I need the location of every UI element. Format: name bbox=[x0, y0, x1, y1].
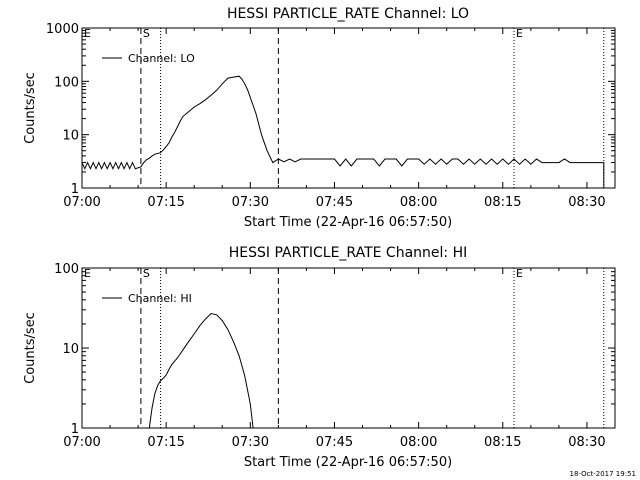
chart-hi: HESSI PARTICLE_RATE Channel: HI E S E 07:0… bbox=[23, 245, 616, 470]
chart-hi-legend-label: Channel: HI bbox=[128, 292, 192, 305]
chart-hi-tick-labels: 07:00 07:15 07:30 07:45 08:00 08:15 08:30 1 10 10… bbox=[54, 262, 606, 450]
chart-lo-series-line bbox=[81, 75, 605, 188]
x-tick-label: 07:15 bbox=[147, 195, 184, 210]
y-tick-label: 1 bbox=[71, 422, 79, 437]
chart-hi-axes bbox=[81, 267, 616, 429]
y-tick-label: 100 bbox=[54, 75, 79, 90]
chart-hi-xlabel: Start Time (22-Apr-16 06:57:50) bbox=[244, 455, 452, 470]
y-tick-label: 100 bbox=[54, 262, 79, 277]
x-tick-label: 08:00 bbox=[400, 195, 437, 210]
y-tick-label: 1 bbox=[71, 182, 79, 197]
chart-lo-axes bbox=[81, 27, 616, 189]
x-tick-label: 08:15 bbox=[484, 435, 521, 450]
chart-lo-ylabel: Counts/sec bbox=[23, 72, 38, 144]
x-tick-label: 07:45 bbox=[316, 435, 353, 450]
x-tick-label: 07:45 bbox=[316, 195, 353, 210]
x-tick-label: 08:30 bbox=[568, 195, 605, 210]
x-tick-label: 08:15 bbox=[484, 195, 521, 210]
y-tick-label: 10 bbox=[62, 129, 79, 144]
x-tick-label: 07:30 bbox=[232, 435, 269, 450]
chart-lo-title: HESSI PARTICLE_RATE Channel: LO bbox=[227, 6, 469, 22]
x-tick-label: 08:00 bbox=[400, 435, 437, 450]
x-tick-label: 08:30 bbox=[568, 435, 605, 450]
x-tick-label: 07:15 bbox=[147, 435, 184, 450]
footer-timestamp: 18-Oct-2017 19:51 bbox=[570, 470, 636, 478]
event-marker-label: E bbox=[84, 267, 91, 280]
event-marker-label: E bbox=[516, 267, 523, 280]
event-marker-label: S bbox=[143, 267, 150, 280]
event-marker-label: S bbox=[143, 27, 150, 40]
chart-lo-legend-label: Channel: LO bbox=[128, 52, 195, 65]
x-tick-label: 07:30 bbox=[232, 195, 269, 210]
event-marker-label: E bbox=[516, 27, 523, 40]
chart-lo-tick-labels: 07:00 07:15 07:30 07:45 08:00 08:15 08:30 1 10 10… bbox=[46, 22, 606, 210]
chart-hi-ylabel: Counts/sec bbox=[23, 312, 38, 384]
x-tick-label: 07:00 bbox=[63, 195, 100, 210]
x-tick-label: 07:00 bbox=[63, 435, 100, 450]
y-tick-label: 1000 bbox=[46, 22, 79, 37]
chart-lo-xlabel: Start Time (22-Apr-16 06:57:50) bbox=[244, 215, 452, 230]
chart-lo: HESSI PARTICLE_RATE Channel: LO E S E 07:0… bbox=[23, 6, 616, 230]
chart-hi-title: HESSI PARTICLE_RATE Channel: HI bbox=[229, 245, 467, 261]
y-tick-label: 10 bbox=[62, 342, 79, 357]
event-marker-label: E bbox=[84, 27, 91, 40]
chart-lo-plot-frame bbox=[81, 27, 616, 189]
chart-hi-series-line bbox=[148, 312, 254, 429]
